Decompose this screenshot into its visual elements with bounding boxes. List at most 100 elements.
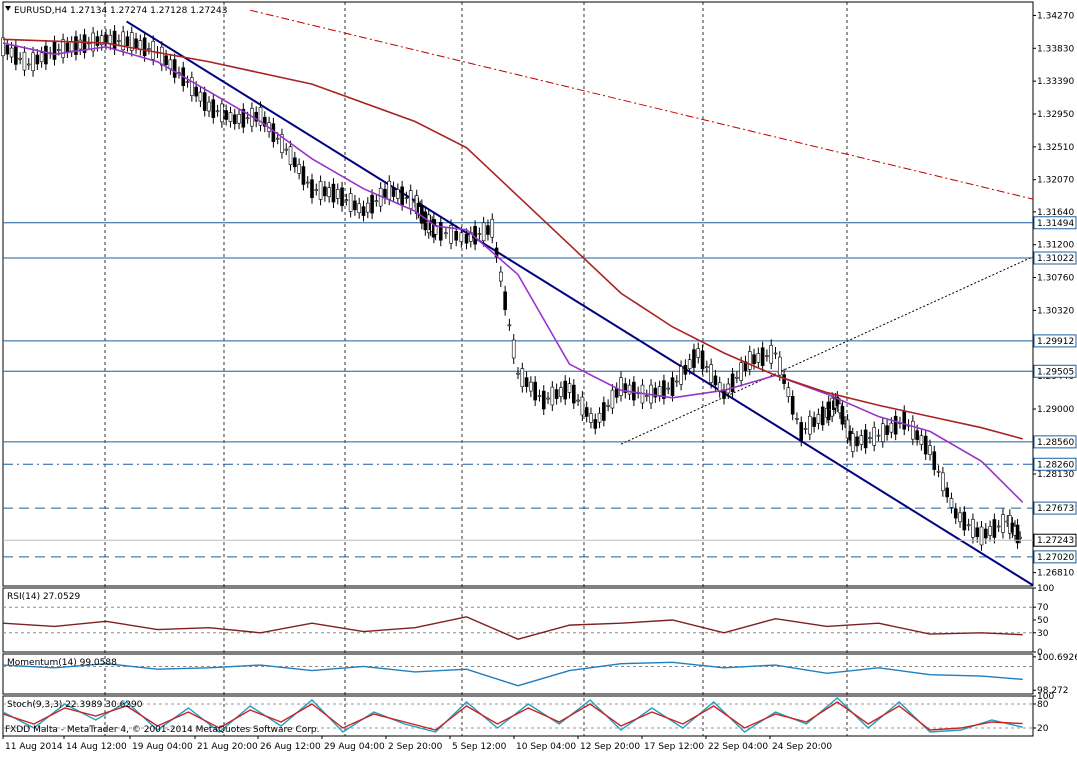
price-level-label-box [1033,364,1077,378]
candle-body [353,200,357,211]
candle-body [327,187,331,197]
candle-body [490,219,495,238]
trendline-support-trend [620,256,1034,445]
y-tick-label: 1.31200 [1037,241,1074,251]
candle-body [507,324,512,327]
candle-body [606,404,610,407]
price-level-label: 1.27020 [1037,553,1074,563]
candle-body [297,164,301,174]
x-tick-label: 12 Sep 20:00 [580,742,640,752]
candle-body [679,366,683,385]
candle-body [31,52,35,72]
candle-body [765,355,769,357]
candle-body [125,36,130,46]
candle-body [331,183,336,203]
candle-body [983,528,988,539]
candle-body [357,203,362,214]
y-tick-label: 1.29000 [1037,405,1074,415]
candle-body [138,40,143,50]
candle-body [142,37,147,57]
x-tick-label: 11 Aug 2014 [5,742,63,752]
candle-body [404,197,409,199]
candle-body [44,45,48,65]
candle-body [666,387,671,390]
x-tick-label: 5 Sep 12:00 [452,742,507,752]
candle-body [786,387,791,397]
candle-body [99,35,104,45]
candle-body [365,202,370,213]
candle-body [284,148,289,151]
y-tick-label: 1.32070 [1037,176,1074,186]
candle-body [18,57,22,60]
x-tick-label: 22 Sep 04:00 [708,742,768,752]
candle-body [449,224,453,244]
candle-body [26,63,31,66]
candle-body [803,428,808,430]
y-tick-label: 1.33830 [1037,44,1074,54]
candle-body [996,525,1001,528]
candle-body [198,91,203,102]
candle-body [816,414,821,424]
candle-body [958,512,962,523]
candle-body [756,353,761,363]
candle-body [340,187,344,207]
collapse-triangle-icon[interactable] [5,6,11,11]
candle-body [117,40,121,42]
candle-body [220,103,224,123]
candle-body [576,399,580,402]
candle-body [966,524,971,527]
candle-body [1001,514,1005,533]
candle-body [190,77,194,96]
candle-body [335,189,340,199]
candle-body [473,225,477,245]
candle-body [147,48,151,50]
price-level-label-box [1033,251,1077,265]
momentum-label: Momentum(14) 99.0588 [7,658,117,668]
footer-copyright: FXDD Malta - MetaTrader 4, © 2001-2014 M… [5,725,320,735]
candle-body [241,108,246,128]
candle-body [863,429,868,449]
candle-body [82,34,87,53]
rsi-label: RSI(14) 27.0529 [7,592,80,602]
candle-body [499,271,503,282]
candle-body [747,351,752,370]
y-tick-label: 1.31640 [1037,208,1074,218]
candle-body [74,36,78,55]
candle-body [288,146,293,165]
price-level-label-box [1033,435,1077,449]
price-level-label-box [1033,457,1077,471]
rsi-y-tick-label: 30 [1037,629,1049,639]
candle-body [812,417,816,427]
candle-body [657,386,662,396]
candle-body [559,387,563,397]
candle-body [949,498,954,508]
candle-body [872,427,877,446]
y-tick-label: 1.26810 [1037,569,1074,579]
candle-body [971,519,975,538]
trendline-long-downtrend [250,9,1034,200]
candle-body [314,189,319,191]
candle-body [820,406,825,426]
candle-body [211,99,216,118]
candle-body [121,31,125,51]
momentum-line-momentum [2,661,1023,687]
candle-body [374,200,379,202]
candle-body [670,377,675,396]
stochastic-y-tick-label: 80 [1037,700,1049,710]
candle-body [915,430,919,440]
candle-body [159,46,164,66]
series-line-ma-fast [2,42,1024,503]
x-tick-label: 14 Aug 12:00 [66,742,127,752]
pane-frame-stoch [2,695,1034,737]
candle-body [254,111,259,122]
candle-body [370,194,374,214]
candle-body [962,511,967,531]
candle-body [237,113,241,124]
candle-body [653,387,658,398]
price-level-label-box [1033,501,1077,515]
candle-body [275,137,280,140]
candle-body [584,407,589,417]
candle-body [310,179,314,198]
candle-body [571,384,576,404]
